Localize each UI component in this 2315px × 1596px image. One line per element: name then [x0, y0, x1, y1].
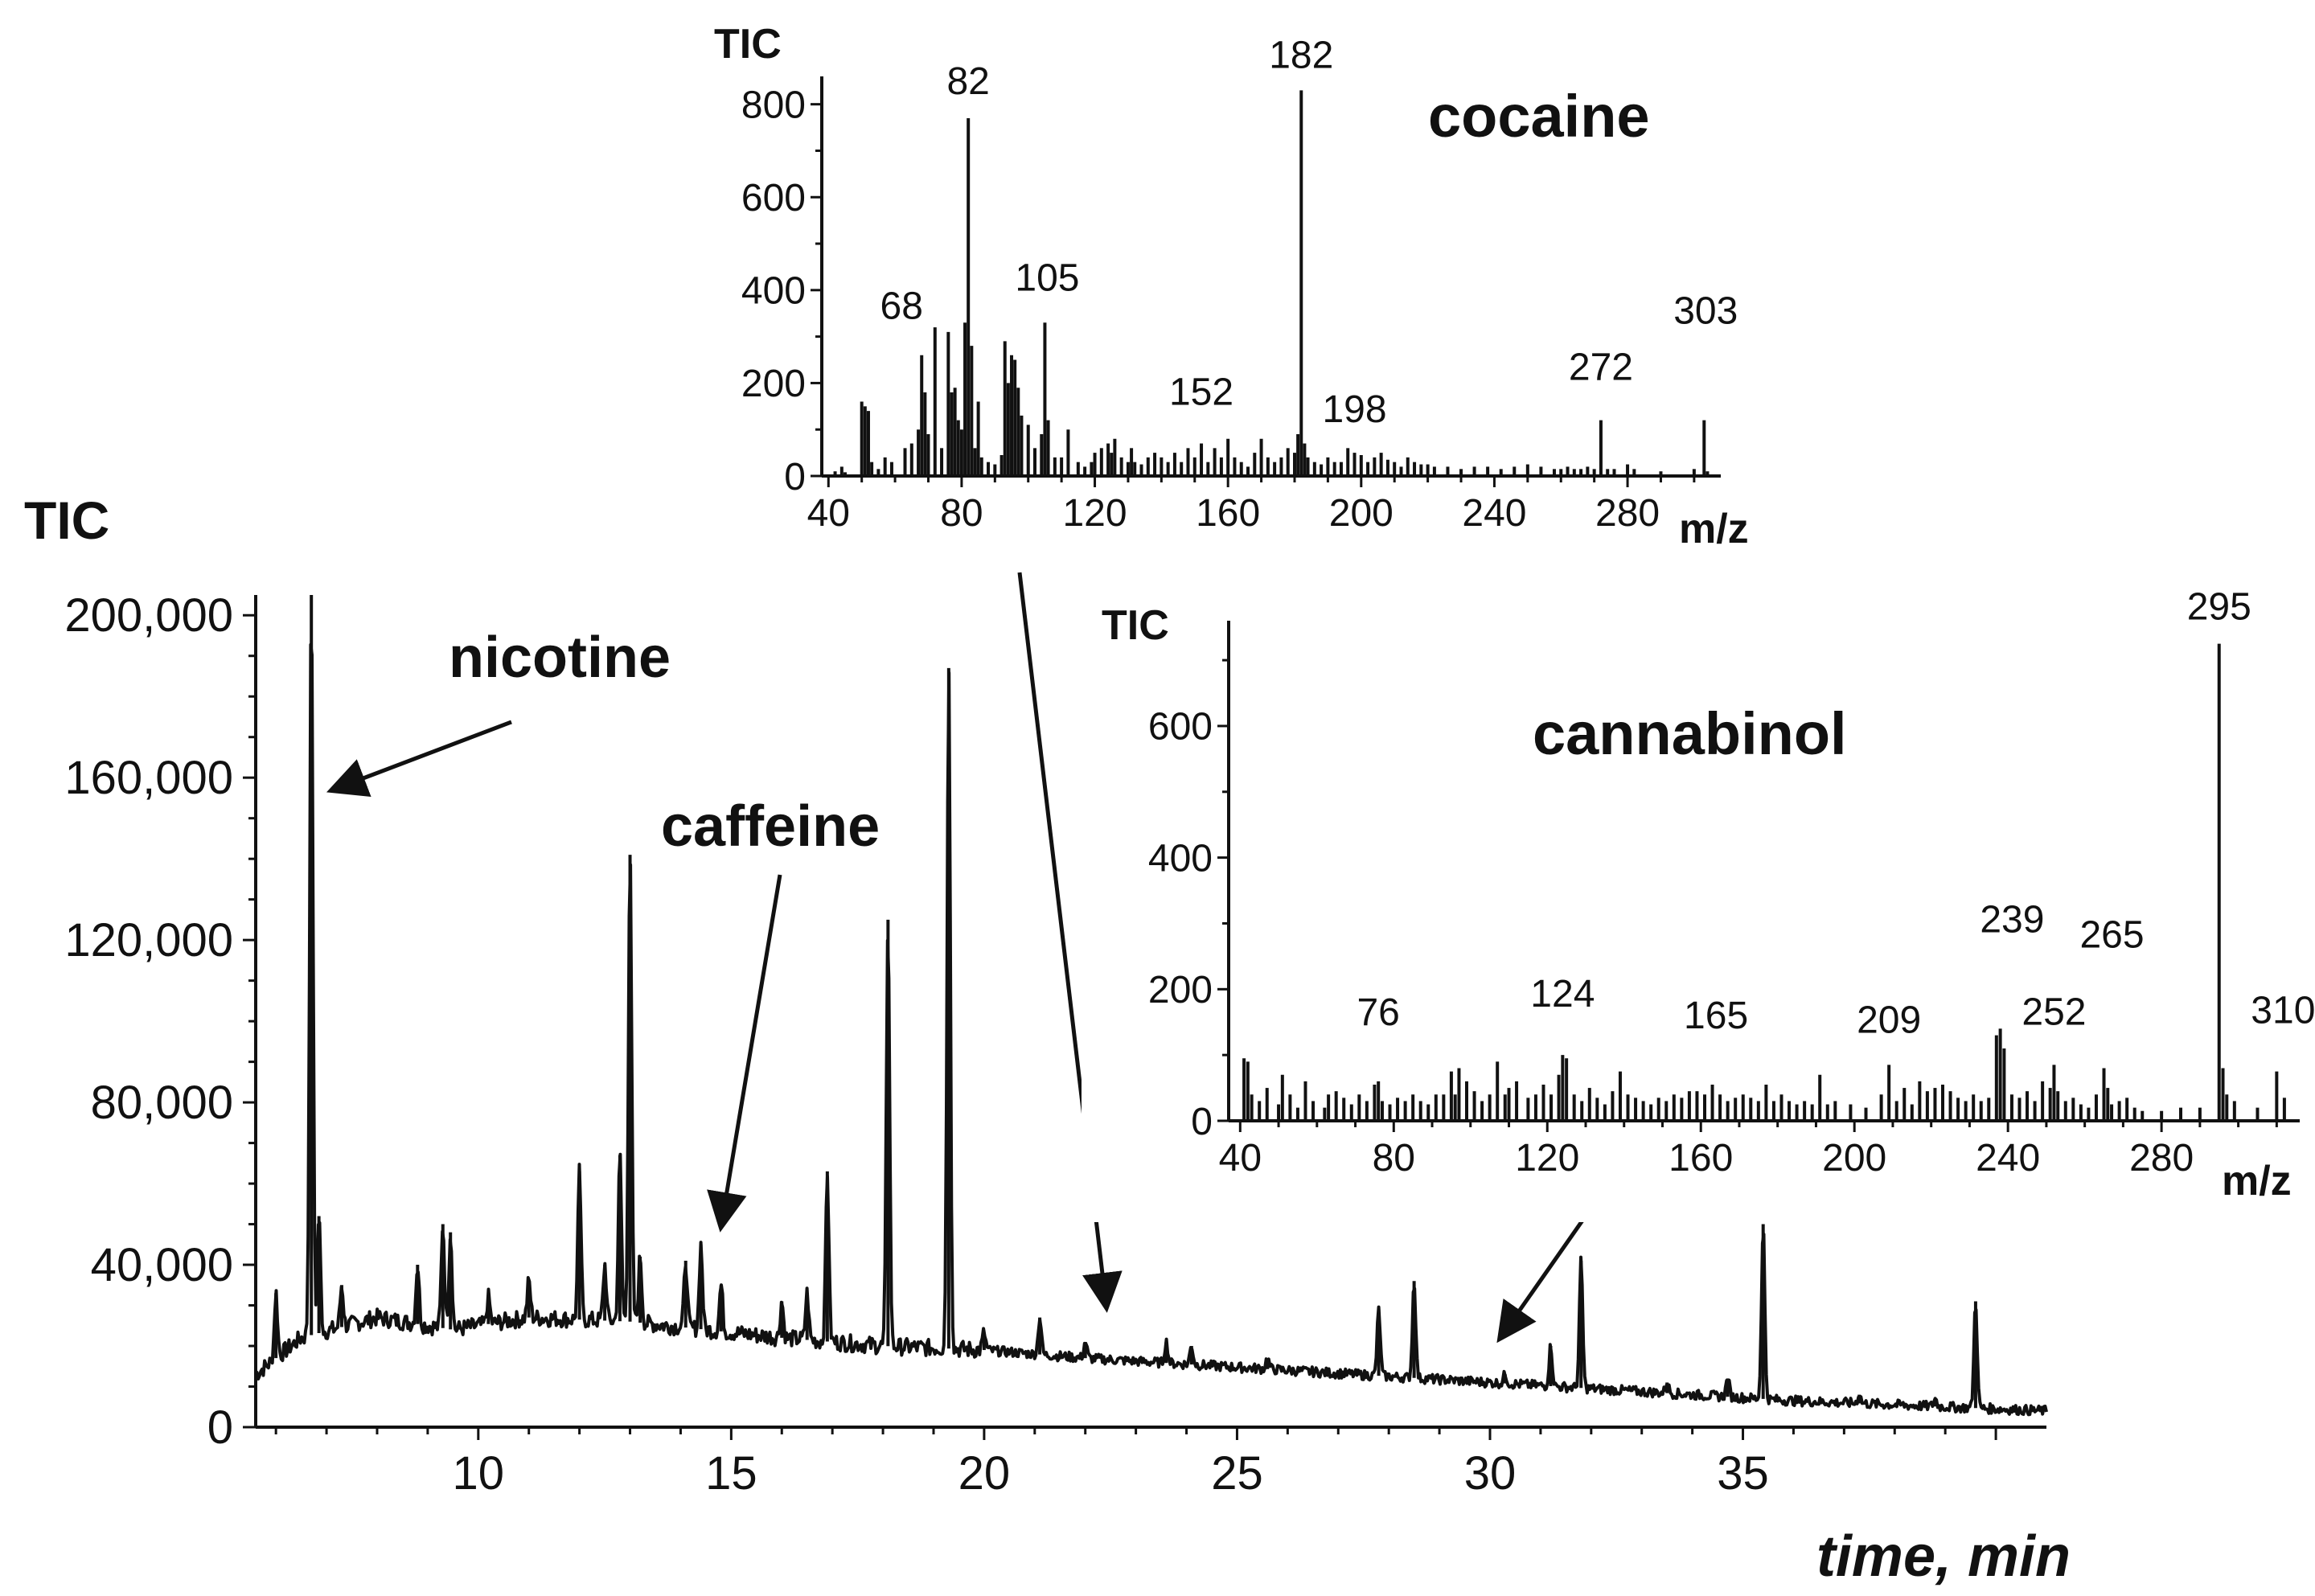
chromatogram-ticks: 10 15 20 25 30 35 0 40,000 80,000 120,000 160,000 2…	[64, 589, 1997, 1500]
chromatogram-y-tick-label: 0	[207, 1401, 233, 1454]
cocaine-ticks: 40 80 120 160 200 240 280 0 200 400 600 800	[741, 84, 1696, 535]
annotation-caffeine: caffeine	[661, 794, 880, 859]
cannabinol-y-tick-label: 200	[1148, 969, 1213, 1011]
cocaine-peak-label: 82	[946, 60, 989, 103]
cocaine-x-tick-label: 80	[940, 492, 983, 535]
cocaine-x-tick-label: 240	[1462, 492, 1526, 535]
cannabinol-x-tick-label: 280	[2129, 1137, 2194, 1180]
cocaine-y-tick-label: 0	[784, 456, 806, 498]
cocaine-peaks	[833, 90, 1710, 476]
cannabinol-x-axis-title: m/z	[2222, 1158, 2292, 1204]
cocaine-x-axis-title: m/z	[1679, 506, 1749, 552]
cocaine-peak-label: 198	[1322, 388, 1386, 431]
cannabinol-x-tick-label: 40	[1219, 1137, 1262, 1180]
cocaine-peak-label: 152	[1169, 371, 1233, 414]
chromatogram-y-tick-label: 200,000	[64, 589, 233, 642]
cannabinol-peaks	[1242, 643, 2286, 1121]
chromatogram-y-tick-label: 40,000	[91, 1239, 233, 1291]
cannabinol-peak-label: 209	[1857, 999, 1921, 1041]
chromatogram-peaks	[274, 595, 1977, 1409]
cannabinol-y-tick-label: 600	[1148, 706, 1213, 749]
arrow-caffeine	[707, 874, 782, 1233]
cannabinol-y-axis-title: TIC	[1102, 602, 1169, 649]
cocaine-x-tick-label: 40	[807, 492, 850, 535]
chromatogram-y-tick-label: 160,000	[64, 752, 233, 804]
cannabinol-y-tick-label: 400	[1148, 837, 1213, 880]
chromatogram-x-tick-label: 25	[1211, 1447, 1263, 1500]
cocaine-peak-label: 303	[1673, 290, 1738, 333]
cannabinol-axes	[1227, 621, 2300, 1122]
chromatogram-y-tick-label: 120,000	[64, 914, 233, 966]
cocaine-axes	[820, 76, 1721, 478]
cocaine-y-axis-title: TIC	[714, 21, 782, 68]
cocaine-peak-label: 68	[880, 285, 923, 328]
cannabinol-peak-label: 310	[2251, 990, 2315, 1032]
cocaine-peak-label: 182	[1269, 34, 1333, 76]
cocaine-peak-label: 272	[1569, 347, 1633, 389]
cocaine-y-tick-label: 400	[741, 270, 806, 313]
cannabinol-x-tick-label: 160	[1669, 1137, 1733, 1180]
cannabinol-spectrum: TIC m/z cannabinol 40 80 120 160 200 240 280 0 2…	[1082, 586, 2315, 1222]
cannabinol-peak-label: 252	[2022, 991, 2086, 1033]
cannabinol-x-tick-label: 240	[1976, 1137, 2040, 1180]
cannabinol-peak-label: 265	[2079, 914, 2144, 957]
arrow-nicotine	[326, 720, 512, 797]
chromatogram-x-tick-label: 20	[958, 1447, 1011, 1500]
chromatogram: TIC time, min 10 15 20 25 30 35040,00080,0001…	[24, 490, 2071, 1589]
cocaine-y-tick-label: 600	[741, 177, 806, 220]
arrow-cannabinol	[1496, 1203, 1596, 1344]
chromatogram-x-tick-label: 30	[1464, 1447, 1517, 1500]
cocaine-spectrum: TIC m/z cocaine 40 80 120 160 200 240 28002004…	[708, 16, 1777, 552]
chromatogram-trace	[254, 642, 2048, 1417]
chromatogram-x-tick-label: 10	[453, 1447, 505, 1500]
cannabinol-peak-labels: 76 124 165 209 239 252 265 295 310	[1357, 586, 2315, 1042]
cocaine-x-tick-label: 200	[1329, 492, 1394, 535]
chromatogram-axes	[254, 595, 2046, 1429]
cannabinol-x-tick-label: 80	[1373, 1137, 1415, 1180]
cocaine-x-tick-label: 160	[1196, 492, 1260, 535]
cannabinol-x-tick-label: 200	[1822, 1137, 1886, 1180]
cocaine-title: cocaine	[1428, 83, 1650, 150]
chromatogram-x-tick-label: 15	[705, 1447, 757, 1500]
annotation-nicotine: nicotine	[449, 626, 671, 690]
cannabinol-peak-label: 76	[1357, 991, 1399, 1034]
cannabinol-x-tick-label: 120	[1515, 1137, 1579, 1180]
cannabinol-peak-label: 124	[1530, 973, 1595, 1015]
cocaine-y-tick-label: 200	[741, 363, 806, 405]
cannabinol-title: cannabinol	[1533, 700, 1847, 767]
cannabinol-y-tick-label: 0	[1191, 1101, 1213, 1143]
cannabinol-peak-label: 295	[2187, 586, 2251, 629]
cocaine-x-tick-label: 280	[1595, 492, 1660, 535]
chromatogram-y-tick-label: 80,000	[91, 1077, 233, 1129]
chromatogram-y-axis-title: TIC	[24, 490, 109, 550]
cocaine-inset-background	[708, 16, 1777, 531]
cannabinol-peak-label: 165	[1684, 995, 1748, 1037]
chromatogram-x-tick-label: 35	[1717, 1447, 1769, 1500]
cannabinol-ticks: 40 80 120 160 200 240 280 0 200 400 600	[1148, 659, 2278, 1180]
cocaine-peak-labels: 68 82 105 152 182 198 272 303	[880, 34, 1738, 431]
cocaine-x-tick-label: 120	[1062, 492, 1127, 535]
cannabinol-peak-label: 239	[1980, 898, 2044, 941]
chromatogram-x-axis-title: time, min	[1816, 1524, 2071, 1589]
cocaine-peak-label: 105	[1015, 256, 1079, 299]
cocaine-y-tick-label: 800	[741, 84, 806, 126]
